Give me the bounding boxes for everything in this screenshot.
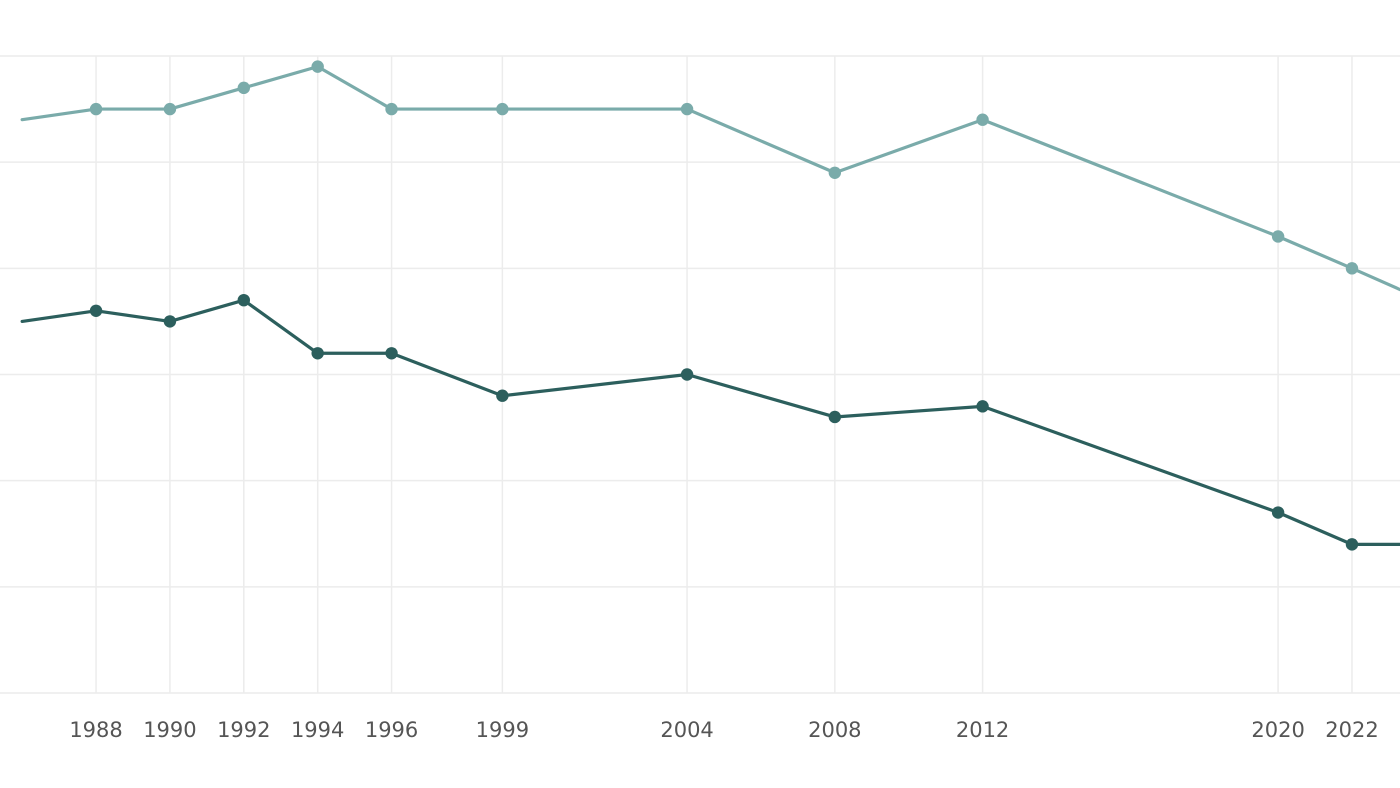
series-1-point-2020 [1271, 506, 1285, 519]
series-0-point-2008 [828, 166, 842, 179]
x-tick-label-1990: 1990 [143, 718, 196, 742]
x-tick-label-1994: 1994 [291, 718, 344, 742]
x-tick-label-1988: 1988 [69, 718, 122, 742]
series-1-point-1999 [496, 389, 509, 402]
series-1-point-2004 [680, 368, 694, 381]
x-axis-tick-labels: 1988 1990 1992 1994 1996 1999 2004 2008 2012 2020… [69, 718, 1378, 742]
series-1-point-1994 [311, 347, 324, 360]
series-1-point-2012 [976, 400, 989, 413]
series-0-point-2004 [680, 102, 694, 116]
series-1-point-1988 [89, 304, 103, 317]
x-tick-label-2008: 2008 [808, 718, 861, 742]
series-0-point-1988 [89, 102, 103, 116]
series-0-point-1990 [163, 102, 177, 116]
series-0-point-2020 [1271, 230, 1285, 243]
x-tick-label-1999: 1999 [476, 718, 529, 742]
series-0-line [20, 65, 1400, 292]
series-0 [20, 60, 1400, 292]
series-0-point-1999 [496, 102, 509, 116]
series-0-point-1996 [385, 102, 398, 116]
series-1-point-1996 [385, 347, 398, 360]
series-1-point-1992 [237, 293, 250, 307]
x-tick-label-1992: 1992 [217, 718, 270, 742]
series-1-point-2008 [828, 410, 842, 424]
x-tick-label-2020: 2020 [1251, 718, 1304, 742]
x-tick-label-1996: 1996 [365, 718, 418, 742]
series-0-point-1992 [237, 81, 250, 95]
series-1-line [20, 298, 1400, 546]
series-1-point-2022 [1345, 538, 1359, 551]
series-0-point-2012 [976, 113, 989, 126]
series-0-point-1994 [311, 60, 324, 73]
series-1 [20, 293, 1400, 551]
horizontal-gridlines [0, 55, 1400, 694]
x-tick-label-2012: 2012 [956, 718, 1009, 742]
series-0-point-2022 [1345, 262, 1359, 275]
series-1-point-1990 [163, 315, 177, 328]
series-layer [20, 60, 1400, 551]
x-tick-label-2022: 2022 [1325, 718, 1378, 742]
x-tick-label-2004: 2004 [660, 718, 713, 742]
